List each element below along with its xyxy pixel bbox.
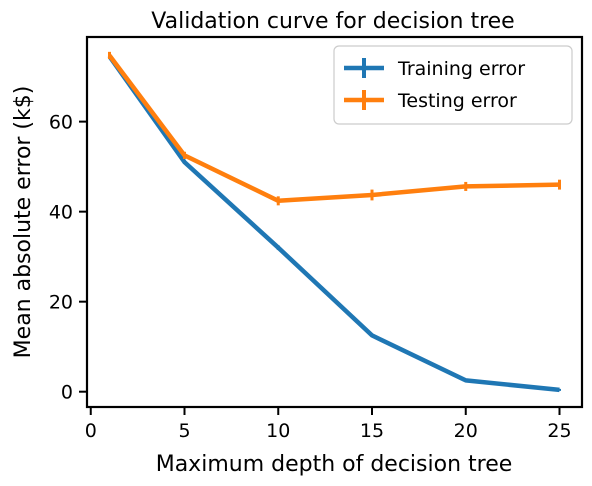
x-axis-label: Maximum depth of decision tree [156,452,513,477]
x-tick-label: 20 [454,420,478,442]
x-tick-label: 10 [266,420,290,442]
legend-label: Testing error [397,90,517,112]
legend-label: Training error [397,58,525,80]
series-layer [107,51,561,393]
y-tick-label: 20 [49,292,73,314]
plot-frame [85,35,584,409]
chart-title: Validation curve for decision tree [151,9,514,34]
x-axis-ticks: 0 5 10 15 20 25 [85,407,572,442]
x-tick-label: 25 [547,420,571,442]
x-tick-label: 15 [360,420,384,442]
legend-box [333,45,573,125]
y-tick-label: 40 [49,202,73,224]
y-axis-label: Mean absolute error (k$) [11,86,36,359]
y-tick-label: 60 [49,112,73,134]
legend: Training error Testing error [333,45,573,125]
y-tick-label: 0 [61,382,73,404]
series-line-1 [107,54,560,204]
y-axis-ticks: 0 20 40 60 [49,112,87,404]
x-tick-label: 5 [178,420,190,442]
x-tick-label: 0 [85,420,97,442]
series-line-0 [107,55,560,393]
